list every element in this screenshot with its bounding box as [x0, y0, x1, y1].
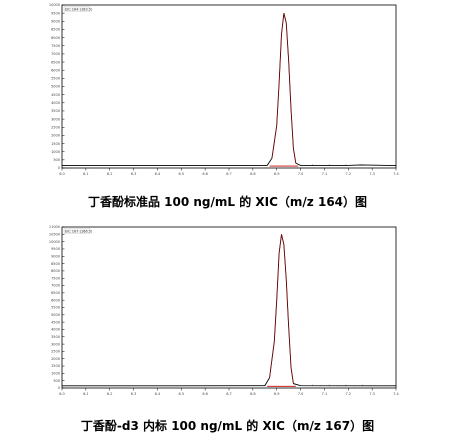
y-tick-label: 1500 — [51, 364, 60, 368]
x-tick-label: 7.1 — [322, 392, 328, 396]
x-tick-label: 6.2 — [107, 172, 113, 176]
y-tick-label: 4500 — [51, 93, 60, 97]
x-tick-label: 7.3 — [369, 392, 375, 396]
x-tick-label: 6.4 — [155, 172, 161, 176]
x-tick-label: 7.0 — [298, 392, 304, 396]
plot-frame — [61, 226, 397, 389]
y-tick-label: 9000 — [51, 254, 60, 258]
x-tick-label: 6.6 — [202, 172, 208, 176]
y-tick-label: 500 — [53, 379, 60, 383]
chromatogram-chart-1: EIC 164 (163.5) 0 500 1000 1500 2000 2500 3000 3… — [49, 3, 400, 176]
x-tick-label: 7.4 — [393, 392, 399, 396]
x-tick-label: 6.4 — [155, 392, 161, 396]
x-tick-label: 6.3 — [131, 392, 137, 396]
y-tick-label: 8000 — [51, 269, 60, 273]
x-tick-label: 6.1 — [83, 172, 89, 176]
y-tick-label: 6000 — [51, 298, 60, 302]
x-tick-label: 6.5 — [178, 392, 184, 396]
x-tick-label: 6.9 — [274, 172, 280, 176]
y-tick-label: 2500 — [51, 350, 60, 354]
y-tick-label: 10000 — [49, 3, 60, 7]
y-tick-label: 8000 — [51, 36, 60, 40]
x-tick-label: 6.8 — [250, 172, 256, 176]
y-tick-label: 1000 — [51, 372, 60, 376]
x-tick-label: 6.1 — [83, 392, 89, 396]
chart-caption-2: 丁香酚-d3 内标 100 ng/mL 的 XIC（m/z 167）图 — [80, 419, 375, 433]
x-tick-label: 6.6 — [202, 392, 208, 396]
y-tick-label: 9500 — [51, 11, 60, 15]
y-tick-label: 9000 — [51, 20, 60, 24]
chart-caption-1: 丁香酚标准品 100 ng/mL 的 XIC（m/z 164）图 — [87, 195, 368, 209]
y-tick-label: 4000 — [51, 101, 60, 105]
x-tick-label: 7.2 — [345, 172, 351, 176]
y-tick-label: 5000 — [51, 313, 60, 317]
y-tick-label: 3000 — [51, 342, 60, 346]
x-tick-label: 6.5 — [178, 172, 184, 176]
x-tick-label: 6.7 — [226, 172, 232, 176]
y-tick-label: 7500 — [51, 276, 60, 280]
y-tick-label: 6500 — [51, 60, 60, 64]
y-tick-label: 11000 — [49, 225, 60, 229]
trace-header-label: EIC 164 (163.5) — [65, 7, 93, 11]
y-tick-label: 3500 — [51, 335, 60, 339]
xic-trace-line — [62, 13, 397, 167]
integration-peak-outline — [269, 234, 294, 384]
y-tick-label: 5000 — [51, 85, 60, 89]
y-tick-label: 3500 — [51, 109, 60, 113]
y-tick-label: 3000 — [51, 117, 60, 121]
y-tick-label: 4000 — [51, 328, 60, 332]
trace-header-label: EIC 167 (166.5) — [65, 229, 93, 233]
x-tick-label: 6.0 — [59, 392, 65, 396]
y-tick-label: 0 — [58, 166, 60, 170]
y-tick-label: 9500 — [51, 247, 60, 251]
x-tick-label: 6.2 — [107, 392, 113, 396]
integration-peak-outline — [271, 13, 297, 164]
y-tick-label: 1000 — [51, 150, 60, 154]
x-tick-label: 6.3 — [131, 172, 137, 176]
x-tick-label: 7.3 — [369, 172, 375, 176]
y-tick-label: 4500 — [51, 320, 60, 324]
y-tick-label: 10500 — [49, 233, 60, 237]
y-tick-label: 2500 — [51, 125, 60, 129]
y-tick-label: 500 — [53, 158, 60, 162]
chromatogram-panel-1: EIC 164 (163.5) 0 500 1000 1500 2000 2500 3000 3… — [0, 0, 455, 222]
y-tick-label: 2000 — [51, 357, 60, 361]
plot-frame — [61, 4, 397, 169]
y-tick-label: 6500 — [51, 291, 60, 295]
x-tick-label: 7.0 — [298, 172, 304, 176]
y-tick-label: 0 — [58, 386, 60, 390]
x-tick-label: 6.9 — [274, 392, 280, 396]
y-tick-label: 10000 — [49, 240, 60, 244]
y-tick-label: 7000 — [51, 284, 60, 288]
y-tick-label: 8500 — [51, 28, 60, 32]
chromatogram-chart-2: EIC 167 (166.5) 0 500 1000 1500 2000 2500 3000 3… — [49, 225, 400, 396]
x-tick-label: 6.8 — [250, 392, 256, 396]
y-tick-label: 7500 — [51, 44, 60, 48]
x-tick-label: 6.0 — [59, 172, 65, 176]
y-tick-label: 6000 — [51, 68, 60, 72]
y-tick-label: 7000 — [51, 52, 60, 56]
xic-trace-line — [62, 234, 397, 387]
chromatogram-panel-2: EIC 167 (166.5) 0 500 1000 1500 2000 2500 3000 3… — [0, 222, 455, 445]
y-tick-label: 5500 — [51, 306, 60, 310]
y-tick-label: 2000 — [51, 134, 60, 138]
y-tick-label: 5500 — [51, 77, 60, 81]
trace-header-box — [63, 228, 91, 234]
x-tick-label: 6.7 — [226, 392, 232, 396]
x-tick-label: 7.2 — [345, 392, 351, 396]
x-tick-label: 7.4 — [393, 172, 399, 176]
x-tick-label: 7.1 — [322, 172, 328, 176]
y-tick-label: 8500 — [51, 262, 60, 266]
y-tick-label: 1500 — [51, 142, 60, 146]
trace-header-box — [63, 6, 91, 12]
